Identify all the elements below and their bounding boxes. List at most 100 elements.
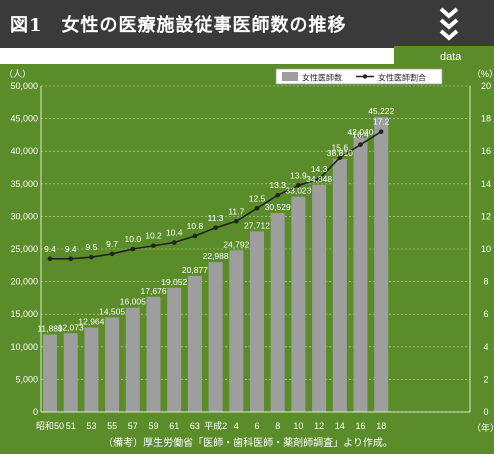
legend-bar-swatch xyxy=(282,72,298,81)
header-tab xyxy=(394,46,494,64)
y-left-tick-label: 20,000 xyxy=(10,277,38,287)
y-left-tick-label: 25,000 xyxy=(10,244,38,254)
figure-header: 図1 女性の医療施設従事医師数の推移 xyxy=(0,0,494,48)
right-axis-unit: （%） xyxy=(472,69,494,79)
bar xyxy=(291,196,306,412)
y-left-tick-label: 5,000 xyxy=(15,374,38,384)
line-value-label: 13.3 xyxy=(269,180,286,190)
bar-value-label: 20,877 xyxy=(182,265,208,275)
bar xyxy=(229,250,244,412)
bar xyxy=(84,327,99,412)
bar xyxy=(270,212,285,412)
legend-line-marker xyxy=(362,74,368,79)
line-point xyxy=(68,256,73,262)
bar-value-label: 24,792 xyxy=(223,239,249,249)
x-tick-label: 51 xyxy=(66,421,76,431)
data-corner-label: data xyxy=(440,51,462,63)
triple-chevron-down-icon xyxy=(439,7,459,41)
y-left-tick-label: 35,000 xyxy=(10,179,38,189)
line-value-label: 12.5 xyxy=(249,193,266,203)
line-value-label: 9.7 xyxy=(106,239,118,249)
y-right-tick-label: 2 xyxy=(483,374,488,384)
line-value-label: 13.9 xyxy=(290,170,307,180)
bar-value-label: 42,040 xyxy=(348,127,374,137)
bar-value-label: 19,052 xyxy=(161,277,187,287)
x-tick-label: 63 xyxy=(190,421,200,431)
source-note: （備考）厚生労働省「医師・歯科医師・薬剤師調査」より作成。 xyxy=(103,436,393,449)
bar xyxy=(125,307,140,412)
bar xyxy=(146,296,161,412)
bar xyxy=(105,317,120,412)
figure-title: 図1 女性の医療施設従事医師数の推移 xyxy=(10,15,347,36)
x-tick-label: 55 xyxy=(107,421,117,431)
x-tick-label: 8 xyxy=(275,421,280,431)
bar-value-label: 11,889 xyxy=(37,323,63,333)
x-tick-label: 14 xyxy=(335,421,345,431)
y-right-tick-label: 0 xyxy=(483,407,488,417)
legend-bar-label: 女性医師数 xyxy=(302,73,342,83)
line-value-label: 9.4 xyxy=(44,244,56,254)
bar xyxy=(332,158,347,412)
bar-value-label: 16,005 xyxy=(120,297,146,307)
data-labels: 11,88912,07312,96414,50516,00517,67619,0… xyxy=(37,106,394,333)
bar-value-label: 38,810 xyxy=(327,148,353,158)
line-value-label: 9.4 xyxy=(65,244,77,254)
bar xyxy=(208,262,223,412)
bar-value-label: 12,073 xyxy=(58,322,84,332)
y-right-tick-label: 10 xyxy=(481,244,491,254)
line-point xyxy=(358,142,363,147)
line-value-label: 17.2 xyxy=(373,117,390,127)
line-point xyxy=(337,155,343,161)
bar xyxy=(353,137,368,412)
bar-value-label: 33,023 xyxy=(285,186,311,196)
y-left-tick-label: 45,000 xyxy=(10,114,38,124)
bar xyxy=(167,287,182,412)
x-tick-label: 53 xyxy=(86,421,96,431)
y-right-tick-label: 18 xyxy=(481,114,491,124)
line-value-label: 16.4 xyxy=(352,130,369,140)
y-right-tick-label: 20 xyxy=(481,81,491,91)
line-value-label: 15.6 xyxy=(332,143,349,153)
line-point xyxy=(378,129,384,134)
line-point xyxy=(213,225,218,231)
bar-value-label: 34,848 xyxy=(306,174,332,184)
line-value-label: 11.3 xyxy=(208,213,224,223)
x-tick-label: 57 xyxy=(128,421,138,431)
line-value-label: 10.0 xyxy=(125,234,142,244)
bar-value-label: 12,964 xyxy=(78,316,104,326)
y-left-tick-label: 40,000 xyxy=(10,146,38,156)
x-tick-label: 平成2 xyxy=(204,420,227,431)
line-value-label: 10.4 xyxy=(166,227,183,237)
x-tick-label: 18 xyxy=(376,421,386,431)
line-point xyxy=(47,256,53,262)
bar-value-label: 22,988 xyxy=(203,251,229,261)
y-right-tick-label: 14 xyxy=(481,179,491,189)
line-point xyxy=(234,218,239,224)
bar-value-label: 27,712 xyxy=(244,220,270,230)
bar-value-label: 14,505 xyxy=(99,306,125,316)
bar xyxy=(250,231,264,412)
line-value-label: 14.3 xyxy=(311,164,328,174)
bar xyxy=(312,184,327,412)
line-point xyxy=(130,246,136,252)
line-value-label: 10.8 xyxy=(187,221,204,231)
x-tick-label: 6 xyxy=(254,421,259,431)
y-left-tick-label: 0 xyxy=(33,407,38,417)
line-series xyxy=(47,129,384,262)
y-right-tick-label: 6 xyxy=(483,309,488,319)
line-point xyxy=(296,183,301,188)
line-point xyxy=(109,251,115,257)
line-value-label: 10.2 xyxy=(145,231,162,241)
y-left-tick-label: 50,000 xyxy=(10,81,38,91)
bar xyxy=(43,334,57,412)
bar xyxy=(374,117,389,412)
bar-value-label: 30,529 xyxy=(265,202,291,212)
axes: 0 5,000 10,000 15,000 20,000 25,000 30,000 35,0… xyxy=(10,81,491,431)
bar xyxy=(187,275,202,412)
line-value-label: 11.7 xyxy=(228,206,244,216)
y-right-tick-label: 16 xyxy=(481,146,491,156)
line-point xyxy=(316,176,322,182)
x-tick-label: 10 xyxy=(293,421,303,431)
legend: 女性医師数 女性医師割合 xyxy=(275,68,443,85)
